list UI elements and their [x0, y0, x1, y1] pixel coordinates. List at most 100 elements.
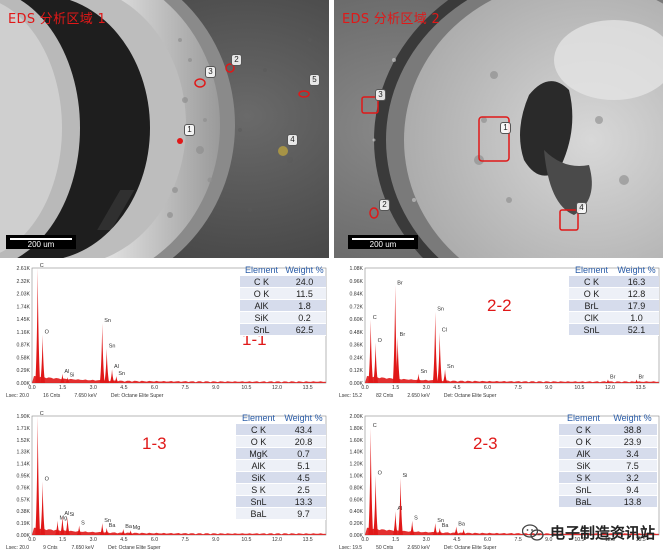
sem-title: EDS 分析区域 2 — [342, 12, 441, 27]
peak-label: Al — [64, 511, 69, 517]
table-row: SnL 62.5 — [240, 324, 326, 336]
spectrum-peak — [65, 517, 70, 535]
spectrum-peak — [60, 515, 65, 535]
eds-panel-2-3: 2.00K 1.80K 1.60K 1.40K 1.20K 1.00K 0.80K 0.60K… — [337, 408, 662, 551]
spectrum-peak — [65, 377, 70, 383]
spectrum-peak — [398, 477, 403, 535]
table-row: C K 24.0 — [240, 276, 326, 288]
cell-element: S K — [576, 473, 591, 483]
spectrum-peak — [393, 511, 398, 535]
spectrum-peak — [120, 529, 126, 535]
peak-label: Si — [70, 372, 75, 378]
peak-label: C — [373, 315, 377, 321]
y-tick-label: 0.58K — [16, 355, 30, 361]
footer-item: Det: Octane Elite Super — [443, 393, 497, 399]
header-element: Element — [241, 413, 276, 423]
x-tick-label: 12.0 — [605, 385, 615, 391]
y-tick-label: 1.60K — [349, 438, 363, 444]
spectrum-background — [32, 376, 326, 383]
cell-element: SiK — [576, 461, 591, 471]
cell-weight: 9.7 — [297, 509, 310, 519]
spectrum-peak — [40, 481, 46, 535]
y-tick-label: 1.40K — [349, 450, 363, 456]
x-tick-label: 7.5 — [515, 385, 522, 391]
spectrum-peak — [453, 526, 459, 535]
spectrum-peak — [368, 319, 374, 383]
spectrum-peak — [35, 268, 41, 383]
cell-weight: 38.8 — [623, 425, 642, 435]
table-row: C K 38.8 — [559, 424, 657, 436]
y-tick-label: 0.40K — [349, 509, 363, 515]
table-row: O K 12.8 — [569, 288, 659, 300]
y-tick-label: 1.33K — [16, 450, 30, 456]
x-tick-label: 0.0 — [28, 537, 35, 543]
peak-label: C — [40, 263, 44, 269]
footer-item: Lsec: 20.0 — [6, 545, 30, 551]
y-tick-label: 0.29K — [16, 368, 30, 374]
x-tick-label: 4.5 — [453, 537, 460, 543]
cell-element: AlK — [576, 449, 591, 459]
y-tick-label: 0.00K — [16, 381, 30, 387]
x-tick-label: 3.0 — [90, 537, 97, 543]
table-row: ClK 1.0 — [569, 312, 659, 324]
eds-spectrum: 1.90K 1.71K 1.52K 1.33K 1.14K 0.95K 0.76K 0.57K… — [16, 411, 327, 543]
footer-item: 16 Cnts — [43, 393, 61, 399]
y-tick-label: 0.38K — [16, 509, 30, 515]
spectrum-peak — [373, 475, 379, 535]
cell-weight: 23.9 — [623, 437, 642, 447]
cell-weight: 4.5 — [297, 473, 310, 483]
cell-element: AlK — [251, 461, 266, 471]
footer-item: Lsec: 19.5 — [339, 545, 363, 551]
peak-label: Mg — [133, 525, 141, 531]
wechat-icon — [521, 523, 544, 541]
header-element: Element — [574, 265, 609, 275]
table-row: S K 2.5 — [236, 484, 326, 496]
peak-label: C — [373, 423, 377, 429]
panel-label: 1-3 — [142, 434, 167, 453]
y-tick-label: 1.20K — [349, 462, 363, 468]
table-row: SnL 52.1 — [569, 324, 659, 336]
spectrum-peak — [113, 376, 119, 383]
x-tick-label: 12.0 — [605, 537, 615, 543]
y-tick-label: 0.00K — [16, 533, 30, 539]
x-tick-label: 13.5 — [636, 537, 646, 543]
peak-label: Ba — [442, 523, 450, 529]
x-tick-label: 7.5 — [182, 385, 189, 391]
y-tick-label: 0.36K — [349, 343, 363, 349]
cell-weight: 9.4 — [626, 485, 639, 495]
x-tick-label: 10.5 — [241, 385, 251, 391]
spectrum-peak — [395, 337, 401, 383]
cell-weight: 13.8 — [623, 497, 642, 507]
sem-micrograph-1 — [0, 0, 329, 258]
weight-table: Element Weight % C K 16.3 O K 12.8 BrL 17.9 ClK 1… — [569, 264, 659, 336]
x-tick-label: 6.0 — [151, 385, 158, 391]
peak-label: Al — [114, 364, 119, 370]
footer-item: 7.650 keV — [74, 393, 97, 399]
x-tick-label: 13.5 — [303, 537, 313, 543]
cell-element: SiK — [254, 313, 269, 323]
peak-label: O — [378, 338, 383, 344]
x-tick-label: 12.0 — [272, 385, 282, 391]
peak-label: Si — [70, 512, 75, 518]
peak-label: Ba — [458, 522, 466, 528]
spectrum-peak — [60, 373, 65, 383]
spectrum-peak — [104, 348, 110, 383]
footer-item: 7.650 keV — [71, 545, 95, 551]
y-tick-label: 1.08K — [349, 266, 363, 272]
spectrum-footer: Lsec: 19.5 50 Cnts 2.650 keV Det: Octane El… — [337, 545, 662, 551]
peak-label: Cl — [442, 327, 447, 333]
y-tick-label: 0.60K — [349, 317, 363, 323]
cell-element: SnL — [253, 325, 270, 335]
x-tick-label: 1.5 — [59, 537, 66, 543]
cell-weight: 0.7 — [297, 449, 310, 459]
x-tick-label: 0.0 — [361, 385, 368, 391]
footer-item: Det: Octane Elite Super — [110, 393, 164, 399]
peak-label: Sn — [437, 518, 444, 524]
spectrum-peak — [55, 520, 60, 535]
y-tick-label: 1.52K — [16, 438, 30, 444]
spectrum-peak — [76, 525, 82, 535]
x-tick-label: 7.5 — [515, 537, 522, 543]
peak-label: C — [40, 411, 44, 417]
cell-weight: 16.3 — [627, 277, 646, 287]
cell-element: C K — [575, 425, 591, 435]
